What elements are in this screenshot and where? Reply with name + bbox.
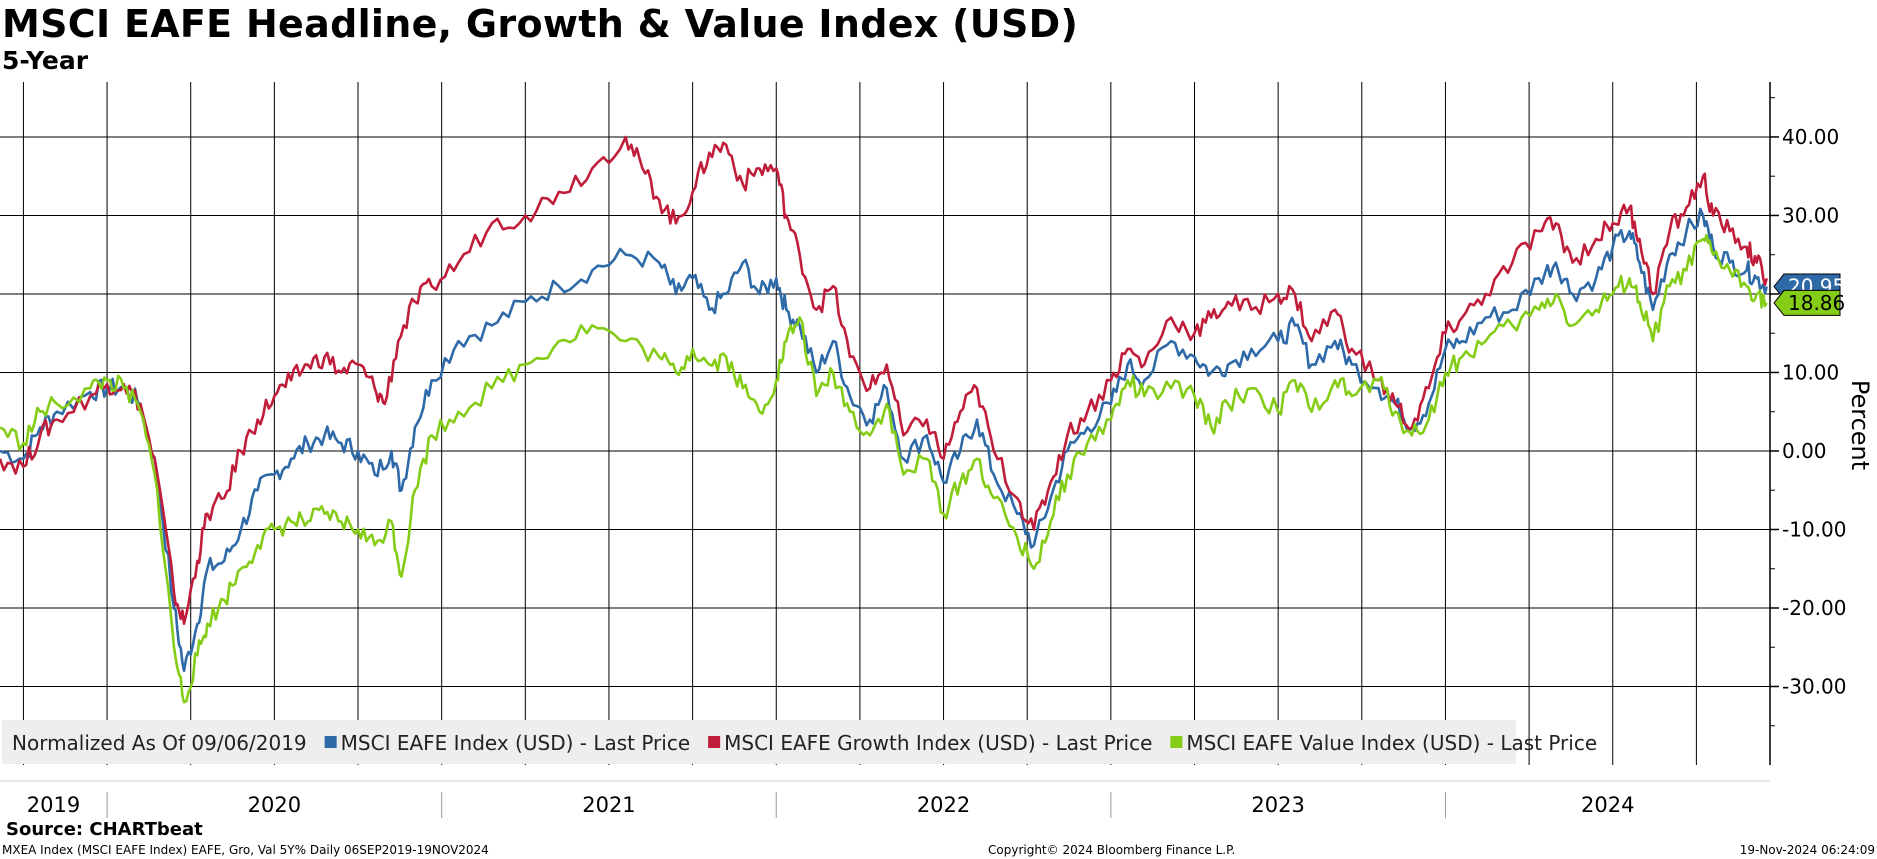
last-value-tag-box xyxy=(1773,289,1841,316)
chart-title: MSCI EAFE Headline, Growth & Value Index… xyxy=(2,2,1079,46)
series-line-2 xyxy=(0,233,1768,704)
legend-swatch-2 xyxy=(1170,736,1183,748)
y-tick-label: -10.00 xyxy=(1782,517,1846,541)
y-axis: 40.0030.0020.0010.000.00-10.00-20.00-30.… xyxy=(1769,82,1874,765)
y-axis-title: Percent xyxy=(1846,380,1874,470)
x-year-label: 2021 xyxy=(582,793,635,817)
series-lines xyxy=(0,135,1768,704)
last-value-tag-label: 18.86 xyxy=(1788,291,1845,315)
y-tick-label: 0.00 xyxy=(1782,439,1827,463)
footer-copyright: Copyright© 2024 Bloomberg Finance L.P. xyxy=(988,843,1236,857)
legend: Normalized As Of 09/06/2019 MSCI EAFE Ind… xyxy=(2,720,1597,764)
footer-meta: MXEA Index (MSCI EAFE Index) EAFE, Gro, … xyxy=(2,843,489,857)
legend-entry-1: MSCI EAFE Growth Index (USD) - Last Pric… xyxy=(724,731,1152,755)
x-year-label: 2024 xyxy=(1581,793,1634,817)
legend-entry-0: MSCI EAFE Index (USD) - Last Price xyxy=(341,731,690,755)
series-line-0 xyxy=(0,207,1768,673)
y-tick-label: 10.00 xyxy=(1782,360,1839,384)
series-line-1 xyxy=(0,135,1768,625)
chart-subtitle: 5-Year xyxy=(2,46,89,75)
legend-box xyxy=(2,720,1516,764)
y-tick-label: -30.00 xyxy=(1782,674,1846,698)
legend-prefix: Normalized As Of 09/06/2019 xyxy=(12,731,307,755)
legend-swatch-0 xyxy=(324,736,337,748)
y-tick-label: 30.00 xyxy=(1782,203,1839,227)
x-year-label: 2023 xyxy=(1251,793,1304,817)
x-year-label: 2020 xyxy=(248,793,301,817)
x-year-label: 2022 xyxy=(917,793,970,817)
grid-lines xyxy=(0,82,1770,765)
x-axis-years: 2019 2020 2021 2022 2023 2024 xyxy=(0,780,1770,818)
y-tick-label: -20.00 xyxy=(1782,596,1846,620)
source-note: Source: CHARTbeat xyxy=(6,819,203,840)
legend-swatch-1 xyxy=(708,736,721,748)
footer-timestamp: 19-Nov-2024 06:24:09 xyxy=(1739,843,1875,857)
legend-entry-2: MSCI EAFE Value Index (USD) - Last Price xyxy=(1186,731,1597,755)
x-year-label: 2019 xyxy=(27,793,80,817)
y-tick-label: 40.00 xyxy=(1782,125,1839,149)
